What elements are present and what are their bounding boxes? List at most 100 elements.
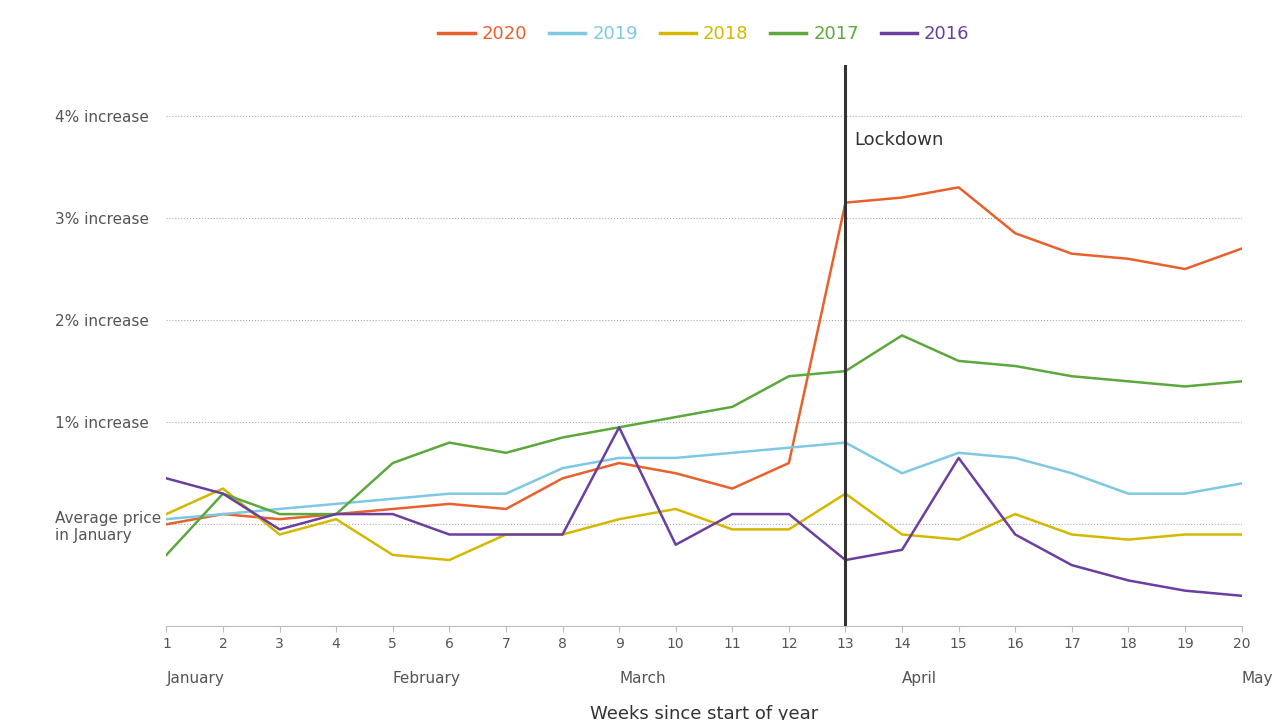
2020 bbox=[1064, 249, 1079, 258]
Line: 2016: 2016 bbox=[166, 427, 1242, 595]
2020 bbox=[1178, 265, 1193, 274]
2019 bbox=[951, 449, 966, 457]
2016 bbox=[951, 454, 966, 462]
2016 bbox=[215, 490, 230, 498]
2016 bbox=[1178, 586, 1193, 595]
2018 bbox=[271, 530, 287, 539]
2018 bbox=[1064, 530, 1079, 539]
2017 bbox=[668, 413, 684, 421]
2016 bbox=[838, 556, 854, 564]
2019 bbox=[781, 444, 796, 452]
2018 bbox=[159, 510, 174, 518]
2020 bbox=[1007, 229, 1023, 238]
2020 bbox=[1121, 254, 1137, 263]
2020 bbox=[385, 505, 401, 513]
2018 bbox=[554, 530, 570, 539]
2019 bbox=[838, 438, 854, 447]
Text: January: January bbox=[166, 671, 224, 686]
2020 bbox=[329, 510, 344, 518]
2019 bbox=[612, 454, 627, 462]
2020 bbox=[159, 520, 174, 528]
2018 bbox=[668, 505, 684, 513]
2016 bbox=[612, 423, 627, 431]
2017 bbox=[329, 510, 344, 518]
2016 bbox=[329, 510, 344, 518]
2016 bbox=[498, 530, 513, 539]
2017 bbox=[838, 366, 854, 375]
2016 bbox=[1064, 561, 1079, 570]
Line: 2018: 2018 bbox=[166, 489, 1242, 560]
2017 bbox=[781, 372, 796, 381]
2017 bbox=[1064, 372, 1079, 381]
2017 bbox=[1007, 361, 1023, 370]
2019 bbox=[159, 515, 174, 523]
2018 bbox=[498, 530, 513, 539]
2020 bbox=[442, 500, 457, 508]
2020 bbox=[724, 485, 740, 493]
2017 bbox=[385, 459, 401, 467]
2017 bbox=[1234, 377, 1249, 386]
Text: February: February bbox=[393, 671, 461, 686]
2018 bbox=[385, 551, 401, 559]
2020 bbox=[498, 505, 513, 513]
2019 bbox=[554, 464, 570, 472]
Text: May: May bbox=[1242, 671, 1274, 686]
Text: March: March bbox=[620, 671, 666, 686]
2020 bbox=[1234, 244, 1249, 253]
2017 bbox=[612, 423, 627, 431]
2020 bbox=[668, 469, 684, 477]
2020 bbox=[271, 515, 287, 523]
Line: 2020: 2020 bbox=[166, 187, 1242, 524]
Line: 2017: 2017 bbox=[166, 336, 1242, 555]
2019 bbox=[668, 454, 684, 462]
2018 bbox=[612, 515, 627, 523]
2017 bbox=[951, 356, 966, 365]
2016 bbox=[724, 510, 740, 518]
2016 bbox=[1007, 530, 1023, 539]
2017 bbox=[1121, 377, 1137, 386]
2018 bbox=[215, 485, 230, 493]
2017 bbox=[215, 490, 230, 498]
2019 bbox=[215, 510, 230, 518]
2016 bbox=[1234, 591, 1249, 600]
Text: April: April bbox=[902, 671, 937, 686]
2020 bbox=[838, 198, 854, 207]
2019 bbox=[1234, 479, 1249, 487]
2016 bbox=[895, 546, 910, 554]
2018 bbox=[1121, 535, 1137, 544]
2018 bbox=[951, 535, 966, 544]
Line: 2019: 2019 bbox=[166, 443, 1242, 519]
2016 bbox=[271, 525, 287, 534]
2017 bbox=[724, 402, 740, 411]
2020 bbox=[215, 510, 230, 518]
2019 bbox=[1064, 469, 1079, 477]
2017 bbox=[442, 438, 457, 447]
2019 bbox=[724, 449, 740, 457]
2020 bbox=[554, 474, 570, 482]
2018 bbox=[329, 515, 344, 523]
2020 bbox=[895, 193, 910, 202]
2017 bbox=[554, 433, 570, 442]
2017 bbox=[498, 449, 513, 457]
2018 bbox=[895, 530, 910, 539]
2017 bbox=[271, 510, 287, 518]
2018 bbox=[1178, 530, 1193, 539]
2017 bbox=[895, 331, 910, 340]
2019 bbox=[385, 495, 401, 503]
2016 bbox=[442, 530, 457, 539]
2017 bbox=[159, 551, 174, 559]
2019 bbox=[1007, 454, 1023, 462]
2016 bbox=[159, 474, 174, 482]
2016 bbox=[554, 530, 570, 539]
2016 bbox=[1121, 576, 1137, 585]
Text: Lockdown: Lockdown bbox=[854, 131, 943, 149]
2018 bbox=[1007, 510, 1023, 518]
2017 bbox=[1178, 382, 1193, 391]
2018 bbox=[781, 525, 796, 534]
2016 bbox=[668, 541, 684, 549]
2019 bbox=[271, 505, 287, 513]
2020 bbox=[781, 459, 796, 467]
2018 bbox=[724, 525, 740, 534]
2016 bbox=[781, 510, 796, 518]
2016 bbox=[385, 510, 401, 518]
